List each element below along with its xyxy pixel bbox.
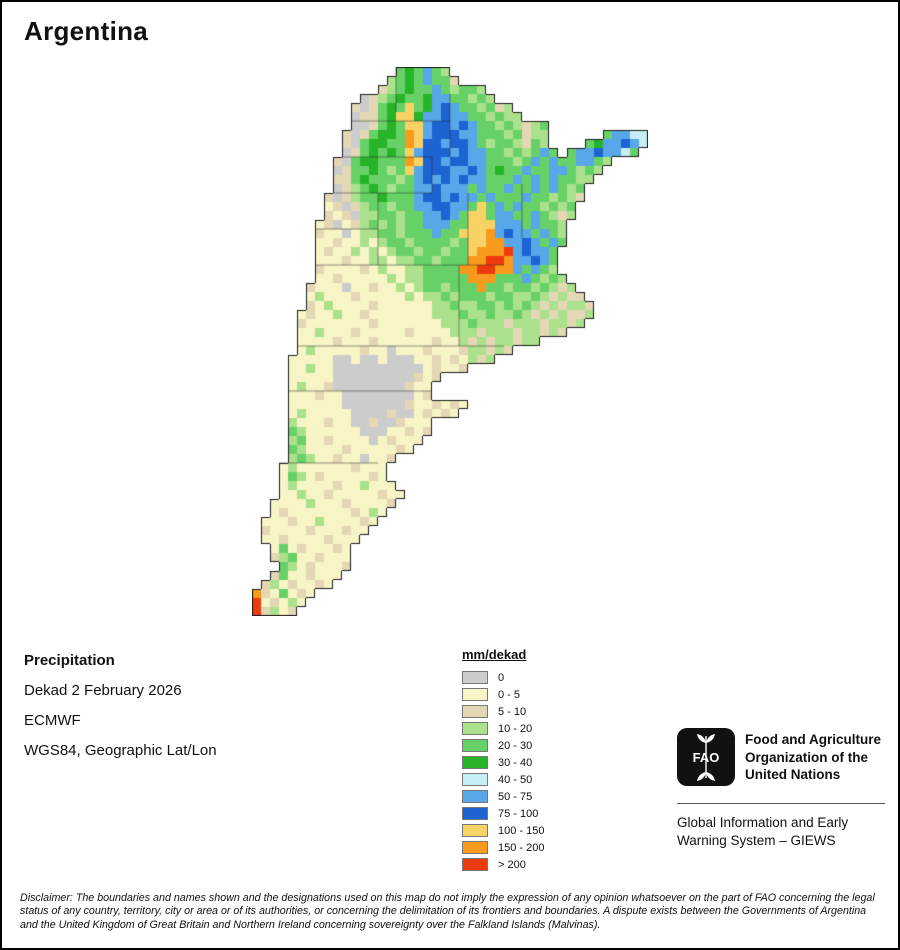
fao-name-line: Organization of the [745,749,868,765]
giews-label: Global Information and Early Warning Sys… [677,814,848,850]
page-title: Argentina [24,16,149,46]
legend-items: 0 0 - 5 5 - 10 10 - 20 20 - 30 30 - 40 40 - 50… [462,669,544,873]
map-info: Precipitation Dekad 2 February 2026 ECMW… [24,652,217,772]
legend-swatch [462,790,488,803]
source-label: ECMWF [24,712,81,729]
legend-item: 0 [462,669,544,686]
legend-swatch [462,705,488,718]
product-label: Precipitation [24,652,115,669]
projection-label: WGS84, Geographic Lat/Lon [24,742,217,759]
fao-name: Food and Agriculture Organization of the… [745,728,881,784]
legend-label: 50 - 75 [498,790,533,803]
legend-item: 10 - 20 [462,720,544,737]
legend-item: 50 - 75 [462,788,544,805]
legend-swatch [462,773,488,786]
legend-swatch [462,841,488,854]
fao-block: FAO Food and Agriculture Organization of… [677,728,881,786]
dekad-label: Dekad 2 February 2026 [24,682,182,699]
legend-swatch [462,739,488,752]
legend-label: 150 - 200 [498,841,545,854]
legend-title: mm/dekad [462,647,527,662]
legend-item: 40 - 50 [462,771,544,788]
legend: mm/dekad 0 0 - 5 5 - 10 10 - 20 20 - 30 30 - … [462,647,544,873]
legend-item: > 200 [462,856,544,873]
legend-item: 150 - 200 [462,839,544,856]
legend-swatch [462,671,488,684]
fao-name-line: United Nations [745,767,841,782]
legend-item: 0 - 5 [462,686,544,703]
legend-label: 30 - 40 [498,756,533,769]
legend-swatch [462,688,488,701]
legend-item: 20 - 30 [462,737,544,754]
disclaimer-text: Disclaimer: The boundaries and names sho… [20,892,875,931]
legend-swatch [462,807,488,820]
legend-item: 30 - 40 [462,754,544,771]
giews-line: Warning System – GIEWS [677,833,836,848]
legend-swatch [462,722,488,735]
legend-label: > 200 [498,858,526,871]
legend-item: 75 - 100 [462,805,544,822]
fao-logo-text: FAO [693,750,720,765]
argentina-precipitation-map [252,67,648,616]
legend-swatch [462,858,488,871]
giews-line: Global Information and Early [677,815,849,830]
legend-item: 100 - 150 [462,822,544,839]
legend-item: 5 - 10 [462,703,544,720]
legend-label: 0 - 5 [498,688,521,701]
legend-swatch [462,824,488,837]
fao-name-line: Food and Agriculture [745,732,881,747]
divider-line [677,803,885,804]
legend-label: 10 - 20 [498,722,533,735]
legend-label: 100 - 150 [498,824,545,837]
legend-label: 20 - 30 [498,739,533,752]
legend-swatch [462,756,488,769]
legend-label: 75 - 100 [498,807,539,820]
fao-logo: FAO [677,728,735,786]
legend-label: 5 - 10 [498,705,527,718]
legend-label: 40 - 50 [498,773,533,786]
legend-label: 0 [498,671,505,684]
